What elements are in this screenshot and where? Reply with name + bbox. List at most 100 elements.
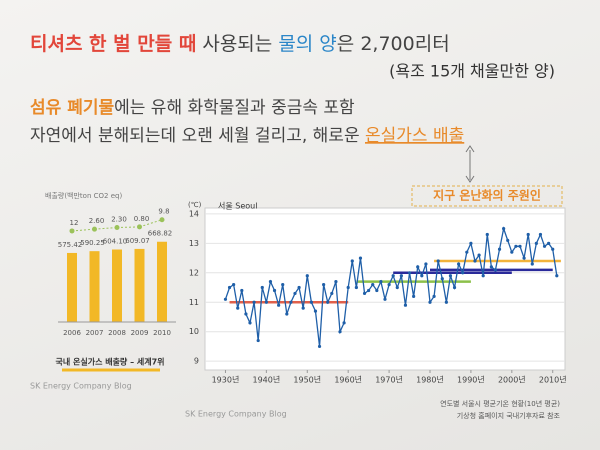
point [547,241,551,245]
point [346,285,350,290]
point [436,259,440,263]
point [375,288,379,293]
point [317,344,322,349]
plot-area [204,207,566,371]
x-tick-label: 1960년 [334,375,362,385]
point [305,274,309,278]
point [481,274,485,278]
point [420,274,424,278]
growth-link [116,226,140,229]
footnote: 연도별 서울시 평균기온 현황(10년 평균) [440,399,560,408]
point [432,294,436,298]
point [362,291,367,296]
point [354,285,358,290]
point [530,262,534,266]
point [452,285,457,290]
point [399,274,403,278]
growth-label: 0.80 [134,215,150,223]
y-tick-label: 14 [189,209,199,218]
point [493,268,498,272]
point [444,300,448,304]
annotation-box [411,185,563,207]
point [326,300,330,304]
value-label: 575.42 [58,241,83,249]
point [264,300,268,304]
point [334,280,338,284]
growth-link [94,227,118,230]
point [461,271,465,275]
growth-link [71,228,95,232]
point [301,306,305,310]
series-name: 서울 Seoul [218,202,257,211]
point [223,297,228,301]
bar [89,251,100,322]
point [534,241,538,245]
point [477,253,481,257]
x-tick-label: 1930년 [212,375,240,385]
line4-orange: 온실가스 배출 [365,126,464,146]
growth-label: 2.60 [89,217,105,225]
point [538,232,543,237]
source: SK Energy Company Blog [185,410,287,419]
x-tick-label: 2007 [86,329,104,337]
line4-text: 자연에서 분해되는데 오랜 세월 걸리고, 해로운 [30,126,365,146]
line3-orange: 섬유 폐기물 [30,98,114,118]
point [293,291,297,296]
growth-label: 2.30 [111,216,127,224]
point [248,321,252,325]
x-tick-label: 2000년 [498,375,526,385]
point [358,256,363,260]
x-tick-label: 1980년 [416,375,444,385]
point [391,274,395,278]
point [469,241,473,245]
point [367,288,371,293]
point [272,288,277,293]
point [313,309,318,313]
point [342,321,346,325]
point [416,265,420,269]
y-tick-label: 12 [189,268,199,277]
caption: 국내 온실가스 배출량 – 세계7위 [55,357,164,367]
point [338,330,342,334]
point [473,259,477,263]
point [281,282,285,287]
x-tick-label: 1970년 [375,375,403,385]
value-label: 668.82 [148,230,173,238]
headline-text: 사용되는 [196,33,278,55]
series-line [224,226,558,347]
point [387,282,391,287]
annotation: 지구 온난화의 주원인 [433,188,541,203]
point [403,303,408,307]
source: SK Energy Company Blog [30,382,132,391]
bar [157,241,167,322]
x-tick-label: 2010년 [539,375,567,385]
growth-dot [159,217,165,223]
point [240,288,244,293]
headline: 티셔츠 한 벌 만들 때 사용되는 물의 양은 2,700리터 [30,33,450,55]
point [551,247,555,251]
point [424,262,428,266]
point [379,280,383,284]
y-tick-label: 13 [189,239,199,248]
line3: 섬유 폐기물에는 유해 화학물질과 중금속 포함 [30,98,355,118]
value-label: 590.25 [80,239,105,247]
point [244,312,248,316]
point [227,285,232,290]
growth-label: 9.8 [158,208,169,216]
point [489,265,493,269]
bar [134,248,145,322]
headline-text: 은 2,700리터 [337,33,450,55]
x-tick-label: 2006 [63,329,81,337]
y-tick-label: 9 [194,357,199,366]
headline-red: 티셔츠 한 벌 만들 때 [30,33,196,55]
line4: 자연에서 분해되는데 오랜 세월 걸리고, 해로운 온실가스 배출 [30,126,464,146]
x-tick-label: 1950년 [293,375,321,385]
growth-label: 12 [70,219,79,227]
point [236,306,240,310]
point [232,282,236,287]
point [542,244,547,248]
point [350,259,354,263]
point [407,271,412,275]
point [260,285,264,290]
